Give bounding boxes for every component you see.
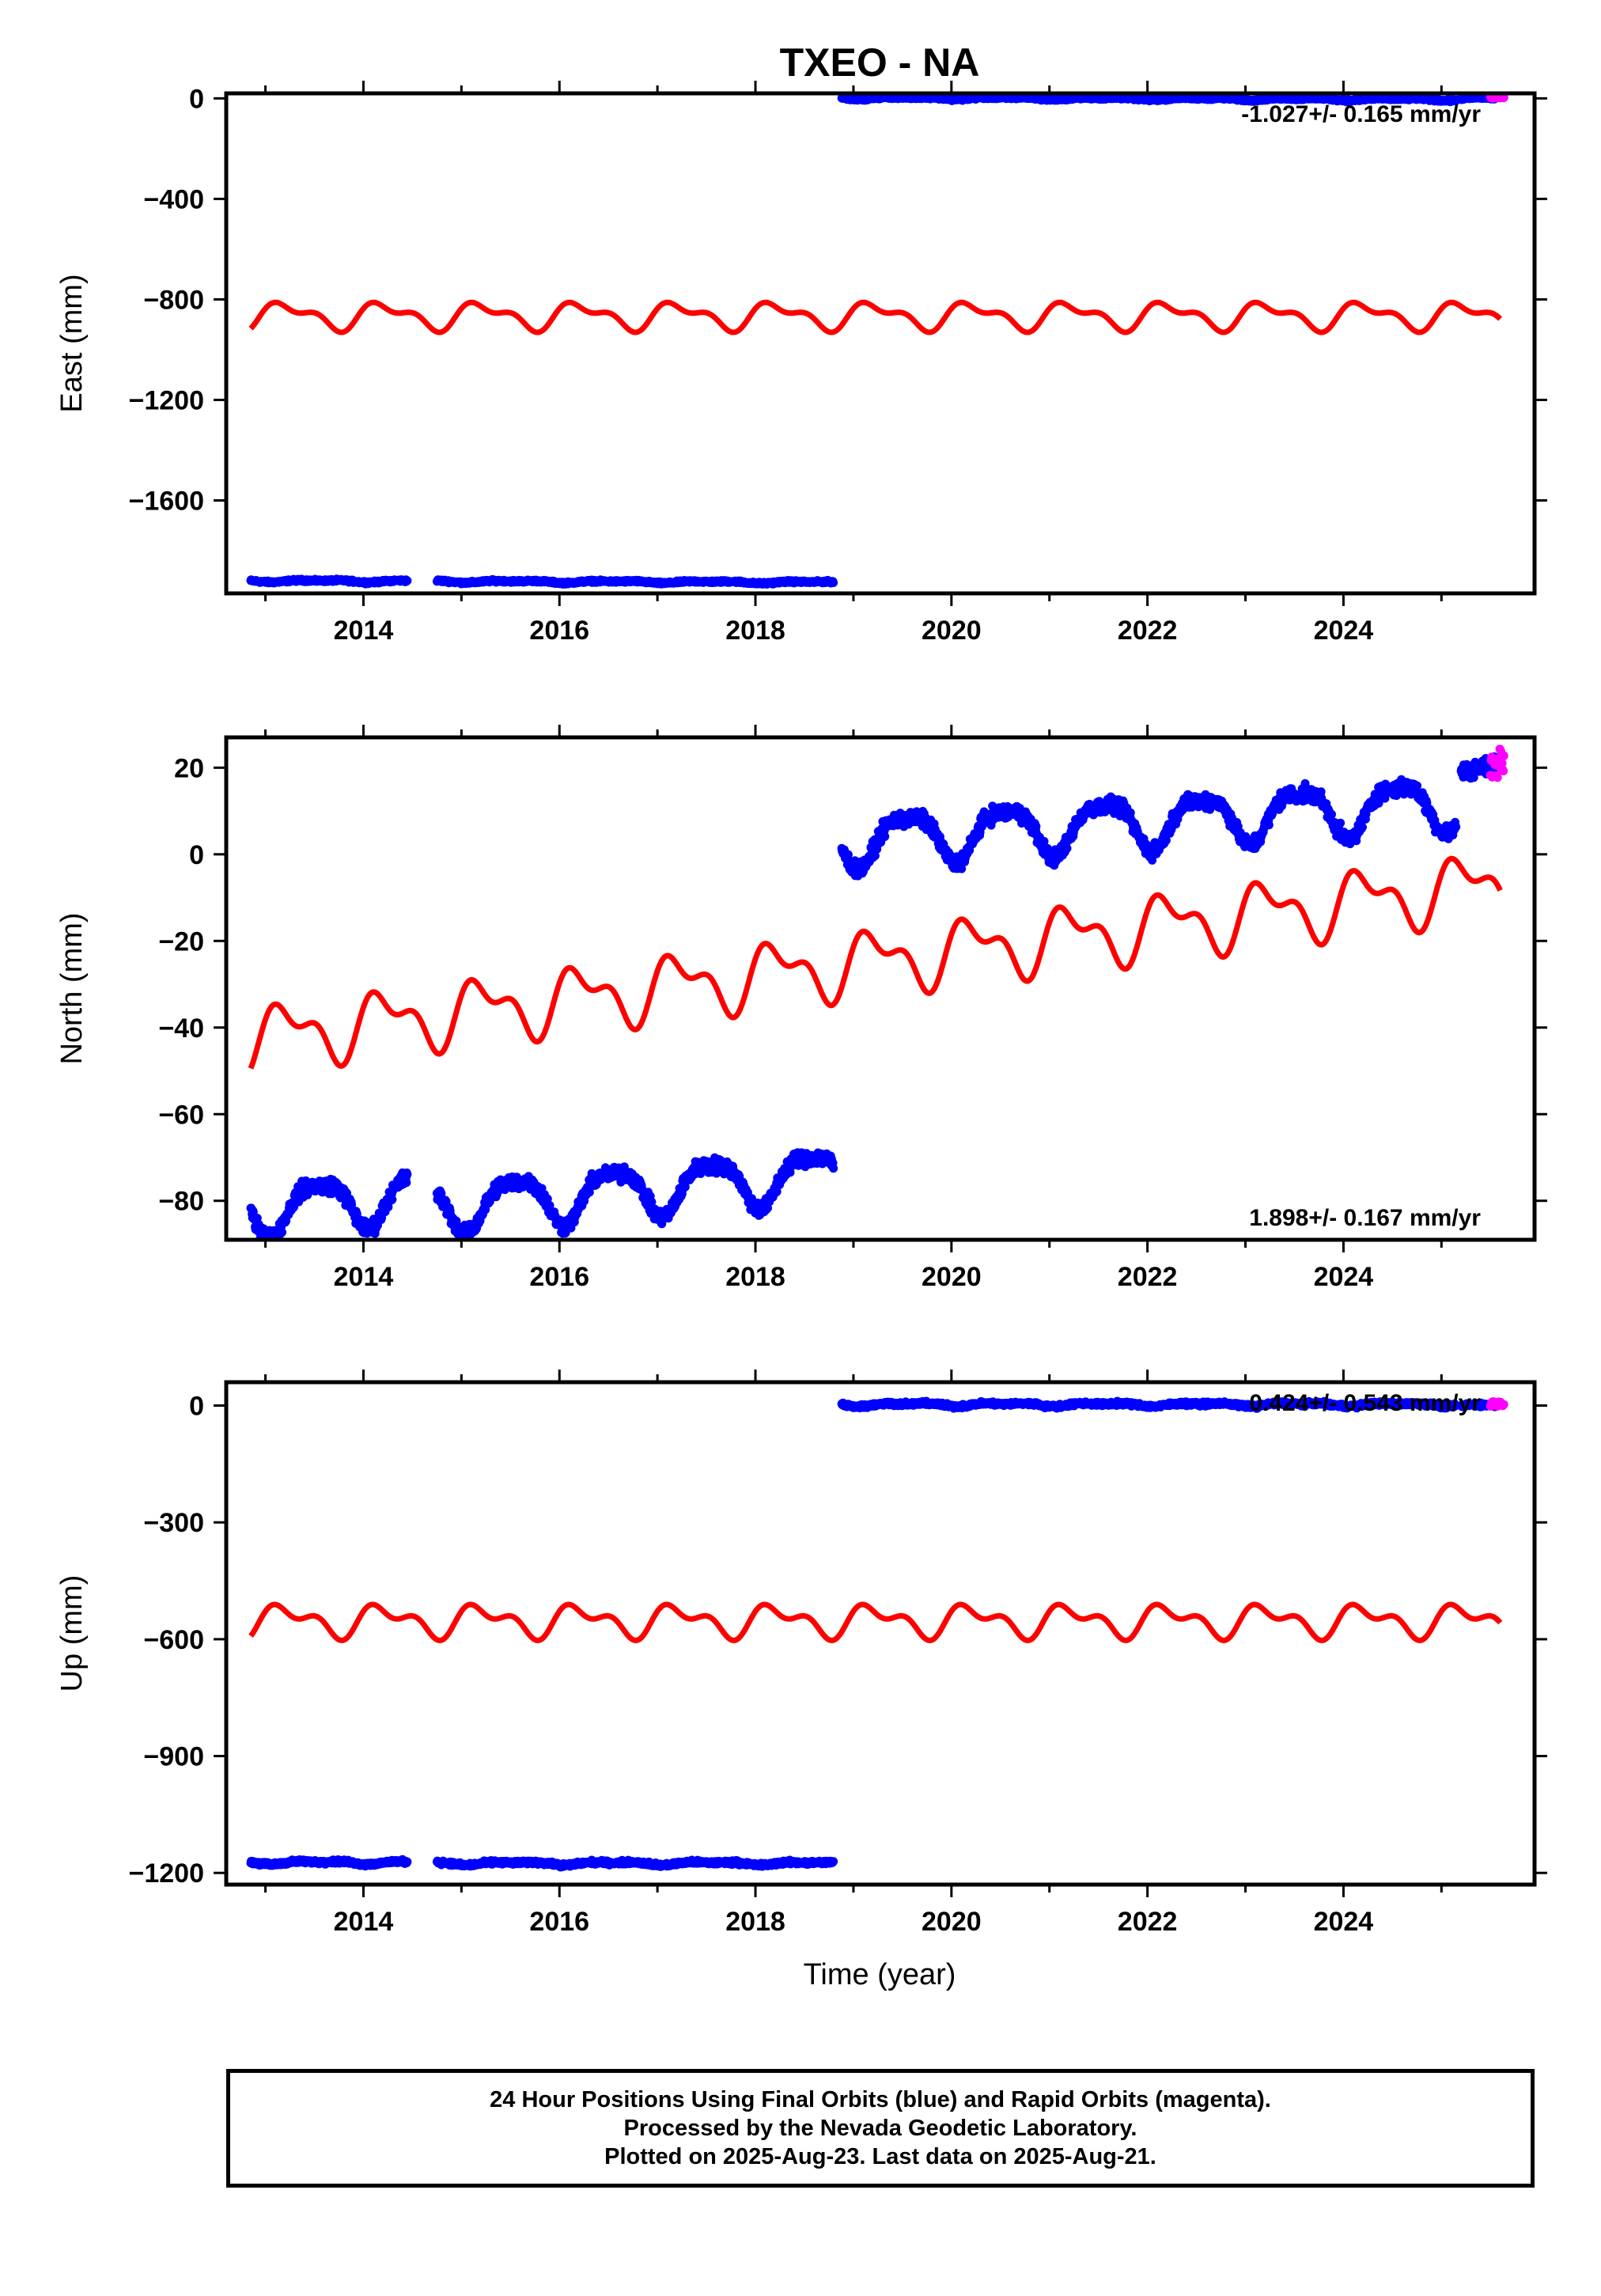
data-point [1126, 808, 1135, 817]
data-point [388, 1195, 397, 1204]
panel-north: 2014 2016 2018 2020 2022 2024200−20−40−60−80N… [55, 725, 1547, 1292]
x-tick-label: 2018 [725, 616, 785, 646]
data-point [248, 1207, 258, 1217]
y-axis-title-east: East (mm) [55, 274, 89, 412]
rapid-orbit-points-east [1486, 93, 1508, 103]
data-point [772, 1187, 782, 1196]
y-tick-label: −1600 [129, 486, 205, 516]
model-curve-east [248, 299, 1503, 335]
data-point [403, 576, 412, 585]
rate-label-east: -1.027+/- 0.165 mm/yr [1241, 101, 1481, 127]
data-point [829, 578, 838, 587]
data-point [880, 832, 890, 841]
data-point [1161, 835, 1171, 845]
data-point [1031, 821, 1041, 831]
data-point [1499, 93, 1508, 102]
final-orbit-points-east [246, 93, 1500, 589]
data-point [680, 1182, 690, 1192]
plot-area-north [246, 744, 1508, 1240]
data-point [647, 1197, 657, 1207]
x-tick-label: 2016 [529, 616, 589, 646]
chart-title: TXEO - NA [780, 40, 980, 85]
plot-area-east [246, 93, 1508, 589]
data-point [843, 850, 853, 859]
y-tick-label: −800 [143, 285, 204, 315]
x-tick-label: 2024 [1314, 616, 1374, 646]
y-tick-label: 0 [189, 84, 204, 114]
data-point [545, 1201, 554, 1211]
data-point [957, 864, 967, 873]
data-point [278, 1228, 287, 1237]
data-point [543, 1194, 552, 1203]
data-point [402, 1178, 411, 1188]
x-tick-label: 2022 [1118, 616, 1178, 646]
x-tick-label: 2020 [922, 616, 982, 646]
data-point [829, 1164, 838, 1173]
y-tick-label: −1200 [129, 385, 205, 415]
data-point [785, 1168, 795, 1177]
y-tick-label: −400 [143, 184, 204, 214]
final-orbit-points-north [246, 752, 1500, 1240]
data-point [870, 851, 880, 861]
x-tick-label: 2014 [334, 616, 394, 646]
panel-east: 2014 2016 2018 2020 2022 2024 0 −400 −800 −1200 −1… [55, 81, 1547, 646]
plot-frame-east [224, 91, 1537, 596]
data-point [1062, 843, 1072, 853]
data-point [403, 1170, 412, 1179]
